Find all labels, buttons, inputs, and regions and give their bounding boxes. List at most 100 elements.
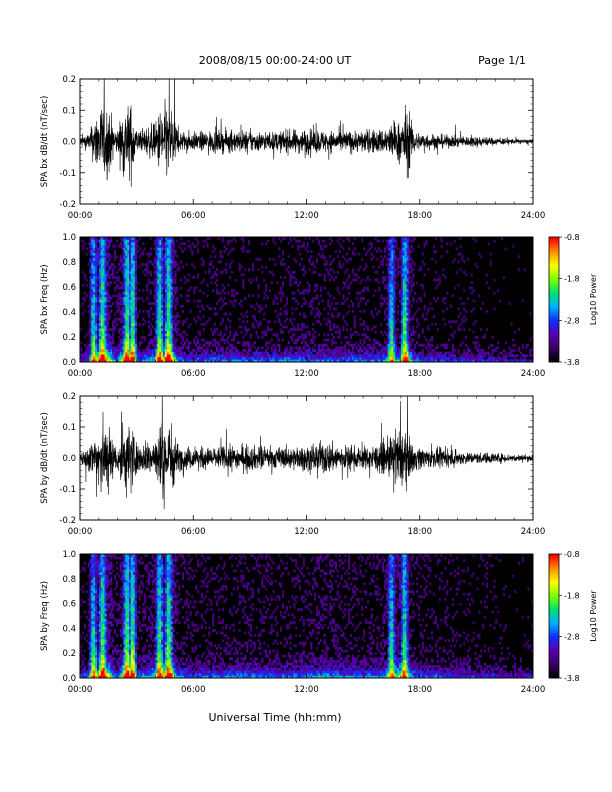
spectrogram-cell bbox=[89, 652, 92, 656]
spectrogram-cell bbox=[91, 597, 94, 601]
spectrogram-cell bbox=[153, 302, 156, 305]
spectrogram-cell bbox=[132, 296, 136, 300]
spectrogram-cell bbox=[91, 641, 94, 645]
colorbar-segment bbox=[549, 253, 559, 257]
spectrogram-cell bbox=[161, 252, 164, 256]
spectrogram-cell bbox=[261, 356, 264, 360]
spectrogram-cell bbox=[391, 270, 394, 274]
spectrogram-cell bbox=[100, 343, 103, 347]
spectrogram-cell bbox=[161, 247, 164, 251]
spectrogram-cell bbox=[104, 260, 107, 264]
spectrogram-cell bbox=[80, 657, 83, 661]
spectrogram-cell bbox=[253, 351, 256, 355]
spectrogram-cell bbox=[93, 283, 96, 287]
spectrogram-cell bbox=[89, 559, 92, 563]
spectrogram-cell bbox=[191, 354, 194, 358]
spectrogram-cell bbox=[238, 325, 241, 329]
spectrogram-cell bbox=[359, 346, 362, 350]
spectrogram-cell bbox=[406, 341, 409, 345]
spectrogram-cell bbox=[98, 299, 102, 303]
spectrogram-cell bbox=[400, 346, 404, 350]
spectrogram-cell bbox=[463, 328, 466, 332]
spectrogram-cell bbox=[389, 346, 392, 350]
spectrogram-cell bbox=[383, 359, 387, 363]
spectrogram-cell bbox=[406, 244, 409, 248]
spectrogram-cell bbox=[129, 348, 132, 352]
spectrogram-cell bbox=[104, 289, 107, 292]
spectrogram-cell bbox=[197, 354, 200, 358]
spectrogram-cell bbox=[463, 359, 466, 363]
spectrogram-cell bbox=[187, 289, 190, 292]
spectrogram-cell bbox=[197, 304, 200, 308]
spectrogram-cell bbox=[163, 260, 166, 264]
spectrogram-cell bbox=[276, 333, 279, 337]
spectrogram-cell bbox=[349, 354, 353, 358]
spectrogram-cell bbox=[487, 346, 490, 350]
spectrogram-cell bbox=[157, 294, 160, 298]
spectrogram-cell bbox=[170, 286, 173, 290]
spectrogram-cell bbox=[461, 317, 464, 321]
spectrogram-cell bbox=[96, 667, 100, 671]
spectrogram-cell bbox=[91, 665, 94, 668]
spectrogram-cell bbox=[436, 346, 439, 350]
spectrogram-cell bbox=[89, 328, 92, 332]
spectrogram-cell bbox=[465, 309, 468, 313]
spectrogram-cell bbox=[95, 561, 98, 565]
spectrogram-cell bbox=[83, 343, 86, 347]
spectrogram-cell bbox=[93, 592, 96, 596]
spectrogram-cell bbox=[346, 351, 349, 355]
spectrogram-cell bbox=[480, 356, 483, 360]
spectrogram-cell bbox=[106, 320, 109, 324]
spectrogram-cell bbox=[96, 250, 100, 253]
spectrogram-cell bbox=[130, 283, 134, 287]
spectrogram-cell bbox=[106, 359, 109, 363]
spectrogram-cell bbox=[266, 351, 270, 355]
spectrogram-cell bbox=[319, 312, 322, 316]
spectrogram-cell bbox=[172, 348, 175, 352]
spectrogram-cell bbox=[374, 354, 377, 358]
spectrogram-cell bbox=[387, 330, 390, 334]
spectrogram-cell bbox=[321, 348, 324, 352]
spectrogram-cell bbox=[202, 338, 205, 342]
spectrogram-cell bbox=[134, 250, 137, 253]
spectrogram-cell bbox=[244, 354, 247, 358]
spectrogram-cell bbox=[342, 356, 345, 360]
spectrogram-cell bbox=[164, 315, 168, 319]
spectrogram-cell bbox=[470, 281, 473, 285]
spectrogram-cell bbox=[157, 356, 160, 360]
spectrogram-cell bbox=[91, 603, 94, 606]
spectrogram-cell bbox=[400, 320, 404, 324]
spectrogram-cell bbox=[136, 348, 139, 352]
spectrogram-cell bbox=[525, 343, 528, 347]
spectrogram-cell bbox=[104, 328, 107, 332]
spectrogram-cell bbox=[93, 307, 96, 311]
spectrogram-cell bbox=[91, 662, 94, 666]
spectrogram-cell bbox=[134, 333, 137, 337]
spectrogram-cell bbox=[283, 359, 287, 363]
spectrogram-cell bbox=[406, 286, 409, 290]
spectrogram-cell bbox=[266, 356, 270, 360]
spectrogram-cell bbox=[331, 268, 334, 272]
spectrogram-cell bbox=[300, 351, 304, 355]
spectrogram-cell bbox=[434, 250, 438, 253]
spectrogram-cell bbox=[395, 335, 398, 339]
spectrogram-cell bbox=[514, 330, 517, 334]
spectrogram-cell bbox=[149, 237, 153, 240]
spectrogram-cell bbox=[321, 359, 324, 363]
spectrogram-cell bbox=[402, 270, 405, 274]
spectrogram-cell bbox=[370, 328, 373, 332]
spectrogram-cell bbox=[106, 294, 109, 298]
spectrogram-cell bbox=[374, 325, 377, 329]
spectrogram-cell bbox=[353, 315, 356, 319]
spectrogram-cell bbox=[451, 354, 455, 358]
spectrogram-cell bbox=[257, 283, 260, 287]
spectrogram-cell bbox=[468, 328, 472, 332]
spectrogram-cell bbox=[176, 289, 179, 292]
spectrogram-cell bbox=[166, 265, 170, 269]
spectrogram-cell bbox=[144, 268, 147, 272]
spectrogram-cell bbox=[102, 252, 105, 256]
spectrogram-cell bbox=[314, 289, 317, 292]
spectrogram-cell bbox=[346, 260, 349, 264]
colorbar-segment bbox=[549, 255, 559, 259]
spectrogram-cell bbox=[436, 278, 439, 282]
